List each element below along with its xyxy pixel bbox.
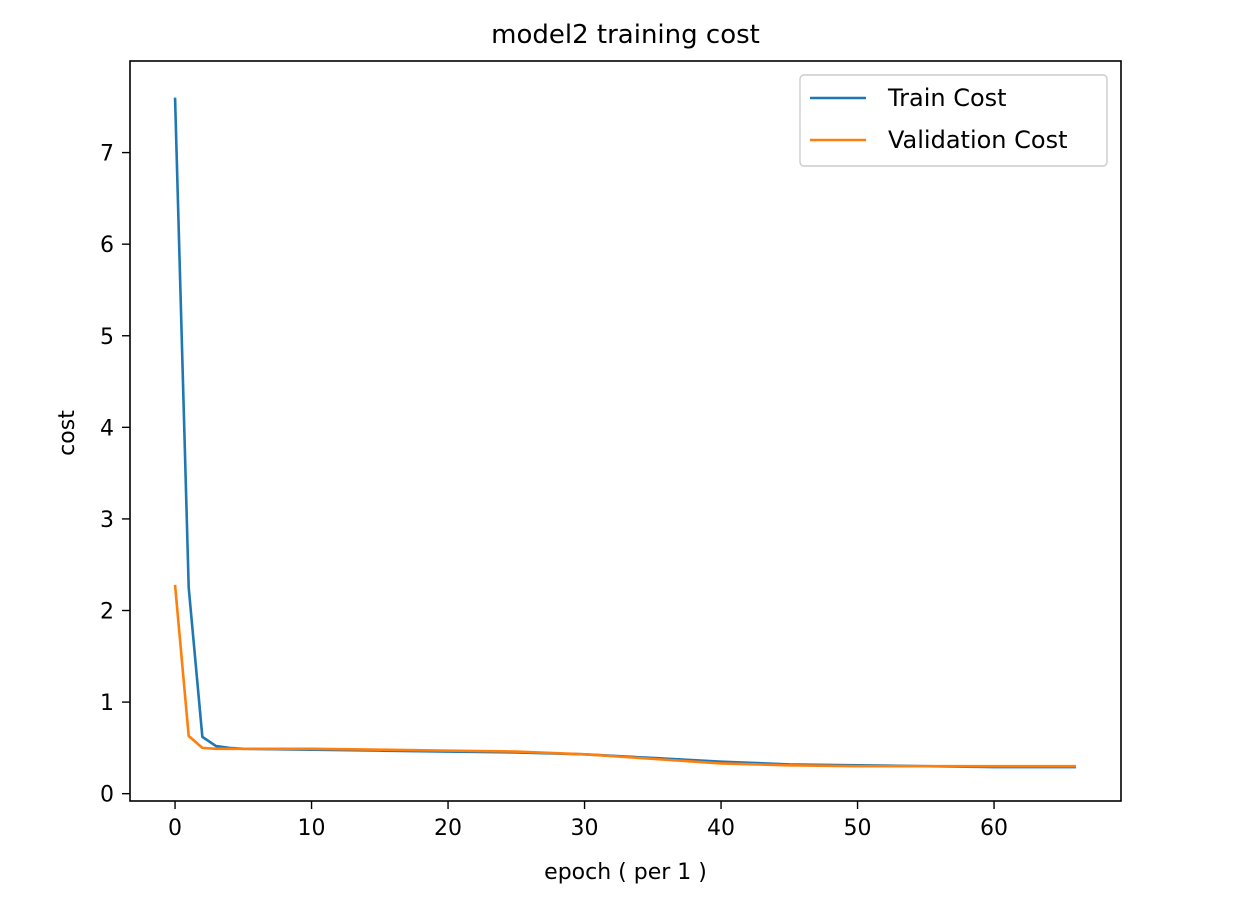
x-tick-label: 40: [707, 816, 735, 841]
legend-box: [799, 74, 1108, 167]
y-axis-label: cost: [55, 410, 80, 456]
x-tick-label: 50: [844, 816, 872, 841]
legend: Train Cost Validation Cost: [799, 74, 1108, 167]
y-tick-label: 5: [100, 325, 114, 350]
x-axis-label: epoch ( per 1 ): [544, 860, 707, 885]
x-tick-label: 30: [571, 816, 599, 841]
x-tick-label: 0: [168, 816, 182, 841]
y-tick-label: 0: [100, 783, 114, 808]
x-tick-label: 20: [434, 816, 462, 841]
series-line-train-cost: [173, 97, 1076, 769]
plot-layer: [173, 97, 1076, 769]
y-tick-label: 2: [100, 600, 114, 625]
x-tick-label: 10: [298, 816, 326, 841]
x-tick-label: 60: [980, 816, 1008, 841]
tick-layer: 0 10 20 30 40 50 60 0 1 2 3 4 5 6 7: [100, 142, 1008, 841]
y-tick-label: 1: [100, 691, 114, 716]
axes-frame: [129, 60, 1122, 802]
legend-label-train-cost: Train Cost: [887, 84, 1007, 112]
y-tick-label: 4: [100, 416, 114, 441]
chart-title: model2 training cost: [491, 20, 760, 50]
series-line-validation-cost: [173, 584, 1076, 768]
legend-label-validation-cost: Validation Cost: [888, 126, 1068, 154]
y-tick-label: 7: [100, 142, 114, 167]
y-tick-label: 6: [100, 233, 114, 258]
y-tick-label: 3: [100, 508, 114, 533]
